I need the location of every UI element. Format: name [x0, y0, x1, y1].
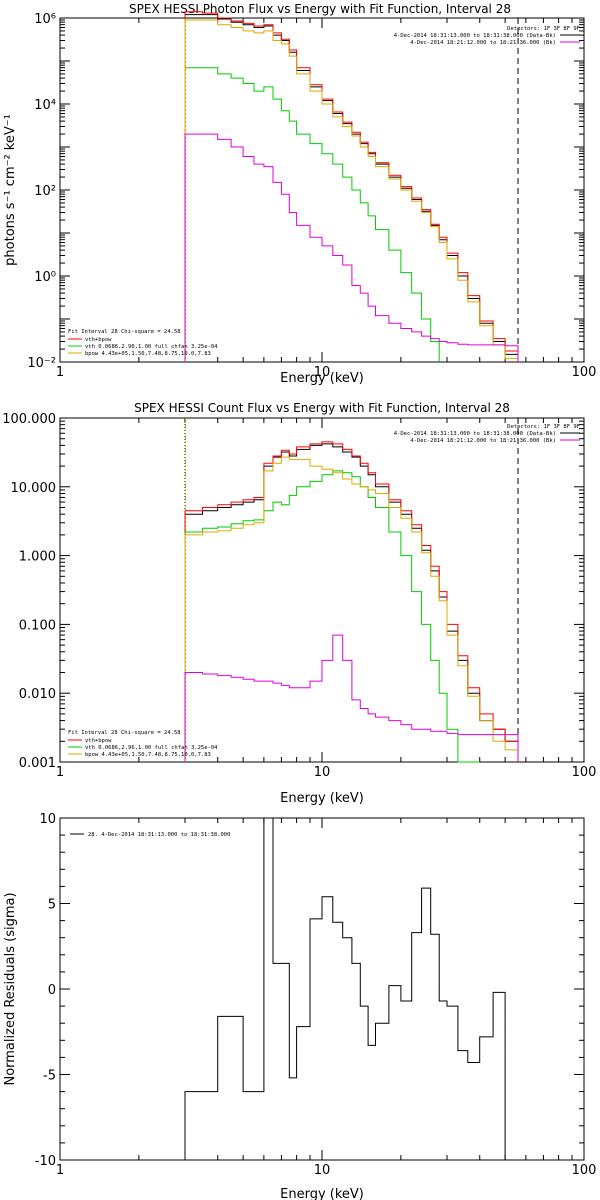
residuals-series: [184, 817, 518, 1161]
y-tick-label: 10²: [34, 184, 56, 199]
count-legend-bk-interval: 4-Dec-2014 18:21:12.000 to 18:21:36.000 …: [410, 438, 556, 444]
y-tick-label: 10.000: [11, 481, 57, 496]
photon-legend-bottom: Fit Interval 28 Chi-square = 24.58 vth+b…: [68, 329, 218, 357]
series-bpow-line: [184, 19, 519, 362]
photon-legend-vth-label: vth 0.0686,2.96,1.00 full chfan 3.25e-04: [85, 344, 218, 350]
photon-axis-ticks: 1 10 100 10⁻² 10⁰ 10² 10⁴ 10⁶: [27, 12, 596, 380]
residuals-x-label: Energy (keV): [280, 1187, 364, 1200]
residuals-legend: 28. 4-Dec-2014 18:31:13.000 to 18:31:38.…: [70, 832, 230, 838]
y-tick-label: 0.100: [19, 618, 56, 633]
series-vth-line: [184, 470, 480, 763]
y-tick-label: 0.010: [19, 687, 56, 702]
count-legend-data-interval: 4-Dec-2014 18:31:13.000 to 18:31:38.000 …: [394, 431, 556, 437]
x-tick-label: 10: [314, 365, 331, 380]
photon-legend-bpow-label: bpow 4.43e+05,1.50,7.48,8.75,10.0,7.83: [85, 351, 211, 357]
count-legend-vth-label: vth 0.0686,2.96,1.00 full chfan 3.25e-04: [85, 745, 218, 751]
series-bk-line: [184, 133, 519, 362]
x-tick-label: 100: [572, 365, 597, 380]
series-total-line: [184, 443, 519, 762]
photon-y-label: photons s⁻¹ cm⁻² keV⁻¹: [3, 114, 18, 266]
series-fit-line: [184, 441, 519, 762]
x-tick-label: 10: [314, 1163, 331, 1178]
x-tick-label: 100: [572, 1163, 597, 1178]
residuals-y-label: Normalized Residuals (sigma): [3, 892, 18, 1085]
y-tick-label: 10: [39, 812, 56, 827]
photon-x-label: Energy (keV): [280, 371, 364, 386]
count-legend-fit-label: vth+bpow: [85, 738, 112, 744]
count-x-label: Energy (keV): [280, 791, 364, 806]
photon-legend-fit-header: Fit Interval 28 Chi-square = 24.58: [68, 329, 181, 335]
photon-legend-data-interval: 4-Dec-2014 18:31:13.000 to 18:31:38.000 …: [394, 33, 556, 39]
series-bk-line: [184, 634, 519, 762]
residuals-legend-label: 28. 4-Dec-2014 18:31:13.000 to 18:31:38.…: [88, 832, 230, 838]
count-legend-bpow-label: bpow 4.43e+05,1.50,7.48,8.75,10.0,7.83: [85, 752, 211, 758]
series-bpow-line: [184, 456, 519, 762]
count-axis-ticks: 1 10 100 0.001 0.010 0.100 1.000 10.000 100.000: [2, 412, 596, 780]
y-tick-label: 1.000: [19, 550, 56, 565]
x-tick-label: 1: [56, 365, 64, 380]
count-series: [184, 418, 519, 763]
photon-series: [184, 11, 519, 362]
count-legend-top: Detectors: 1F 3F 8F 9F 4-Dec-2014 18:31:…: [394, 424, 580, 444]
x-tick-label: 100: [572, 765, 597, 780]
photon-title: SPEX HESSI Photon Flux vs Energy with Fi…: [129, 2, 511, 16]
count-title: SPEX HESSI Count Flux vs Energy with Fit…: [134, 401, 510, 415]
photon-panel: SPEX HESSI Photon Flux vs Energy with Fi…: [3, 2, 596, 386]
residuals-panel: 1 10 100 -10 -5 0 5 10 Energy (keV) Normalized …: [3, 812, 596, 1200]
count-legend-detectors: Detectors: 1F 3F 8F 9F: [507, 424, 580, 430]
photon-legend-top: Detectors: 1F 3F 8F 9F 4-Dec-2014 18:31:…: [394, 26, 580, 46]
series-total-line: [184, 817, 518, 1161]
x-tick-label: 1: [56, 1163, 64, 1178]
x-tick-label: 10: [314, 765, 331, 780]
y-tick-label: 0: [48, 983, 56, 998]
series-vth-line: [184, 67, 440, 362]
residuals-axis-ticks: 1 10 100 -10 -5 0 5 10: [35, 812, 597, 1178]
y-tick-label: -10: [35, 1154, 56, 1169]
x-tick-label: 1: [56, 765, 64, 780]
count-panel: SPEX HESSI Count Flux vs Energy with Fit…: [2, 401, 596, 806]
y-tick-label: 10⁻²: [27, 356, 56, 371]
photon-plot-frame: [59, 17, 585, 363]
y-tick-label: 100.000: [2, 412, 56, 427]
y-tick-label: 0.001: [19, 756, 56, 771]
y-tick-label: 10⁰: [34, 270, 56, 285]
photon-legend-fit-label: vth+bpow: [85, 337, 112, 343]
photon-legend-bk-interval: 4-Dec-2014 18:21:12.000 to 18:21:36.000 …: [410, 40, 556, 46]
y-tick-label: 5: [48, 898, 56, 913]
y-tick-label: 10⁴: [34, 98, 56, 113]
photon-legend-detectors: Detectors: 1F 3F 8F 9F: [507, 26, 580, 32]
y-tick-label: -5: [43, 1069, 56, 1084]
count-legend-bottom: Fit Interval 28 Chi-square = 24.58 vth+b…: [68, 730, 218, 758]
count-legend-fit-header: Fit Interval 28 Chi-square = 24.58: [68, 730, 181, 736]
y-tick-label: 10⁶: [34, 12, 56, 27]
